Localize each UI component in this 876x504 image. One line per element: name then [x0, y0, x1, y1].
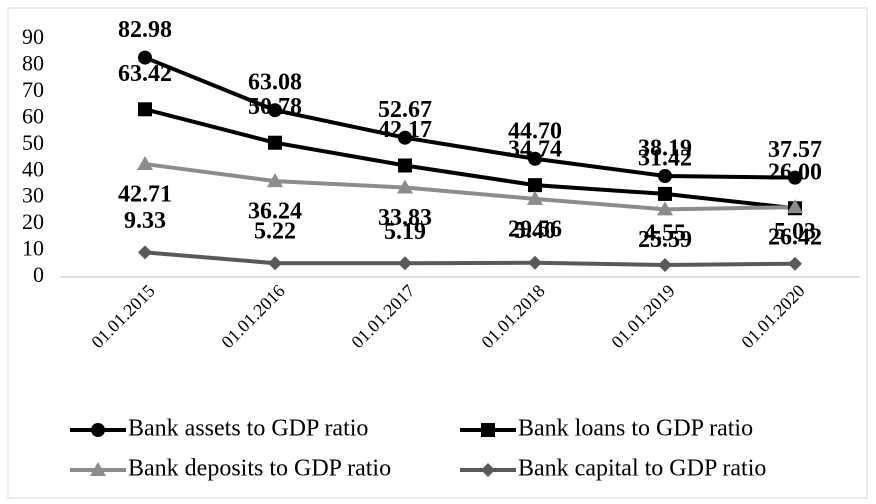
legend-marker [90, 462, 106, 476]
y-tick-label: 90 [22, 24, 44, 49]
value-label: 4.55 [644, 220, 686, 246]
marker [268, 256, 282, 271]
series-line [144, 55, 796, 180]
value-label: 44.70 [508, 118, 562, 144]
marker [658, 257, 672, 272]
value-label: 63.08 [248, 70, 302, 96]
value-label: 5.40 [514, 218, 556, 244]
legend-marker [91, 423, 105, 437]
series-line [144, 107, 796, 211]
value-label: 52.67 [378, 97, 432, 123]
marker [138, 50, 152, 65]
legend-label: Bank capital to GDP ratio [518, 456, 766, 482]
y-tick-label: 40 [22, 156, 44, 181]
value-label: 26.00 [768, 160, 822, 186]
value-label: 26.42 [768, 225, 822, 251]
series-line [144, 250, 796, 267]
marker [398, 130, 412, 145]
y-tick-label: 50 [22, 130, 44, 155]
value-label: 50.78 [248, 94, 302, 120]
marker [787, 199, 803, 214]
y-tick-label: 70 [22, 77, 44, 102]
series-line [144, 162, 796, 212]
marker [138, 102, 152, 117]
marker [268, 103, 282, 118]
value-label: 42.17 [378, 117, 432, 143]
value-label: 63.42 [118, 61, 172, 87]
marker [658, 169, 672, 184]
marker [658, 186, 672, 201]
y-tick-label: 10 [22, 236, 44, 261]
legend-label: Bank loans to GDP ratio [518, 416, 753, 442]
marker [138, 245, 152, 260]
marker [397, 179, 413, 194]
y-tick-label: 80 [22, 50, 44, 75]
legend-label: Bank assets to GDP ratio [128, 416, 368, 442]
marker [528, 255, 542, 270]
marker [528, 178, 542, 193]
y-tick-label: 0 [33, 262, 44, 287]
value-label: 31.42 [638, 145, 692, 171]
value-label: 34.74 [508, 137, 562, 163]
value-label: 25.59 [638, 227, 692, 253]
marker [528, 151, 542, 166]
marker [788, 170, 802, 185]
value-label: 38.19 [638, 136, 692, 162]
marker [657, 201, 673, 216]
marker [268, 135, 282, 150]
marker [137, 156, 153, 171]
y-tick-label: 20 [22, 209, 44, 234]
value-label: 5.03 [774, 219, 816, 245]
value-label: 36.24 [248, 199, 302, 225]
marker [398, 158, 412, 173]
marker [527, 190, 543, 205]
value-label: 29.56 [508, 216, 562, 242]
value-label: 42.71 [118, 182, 172, 208]
value-label: 37.57 [768, 137, 822, 163]
marker [398, 256, 412, 271]
value-label: 82.98 [118, 17, 172, 43]
value-label: 5.22 [254, 219, 296, 245]
marker [788, 256, 802, 271]
y-tick-label: 60 [22, 103, 44, 128]
value-label: 33.83 [378, 205, 432, 231]
value-label: 5.19 [384, 219, 426, 245]
y-tick-label: 30 [22, 183, 44, 208]
legend-marker [481, 463, 495, 477]
legend-marker [481, 423, 495, 437]
legend-label: Bank deposits to GDP ratio [128, 456, 391, 482]
value-label: 9.33 [124, 208, 166, 234]
marker [267, 173, 283, 188]
